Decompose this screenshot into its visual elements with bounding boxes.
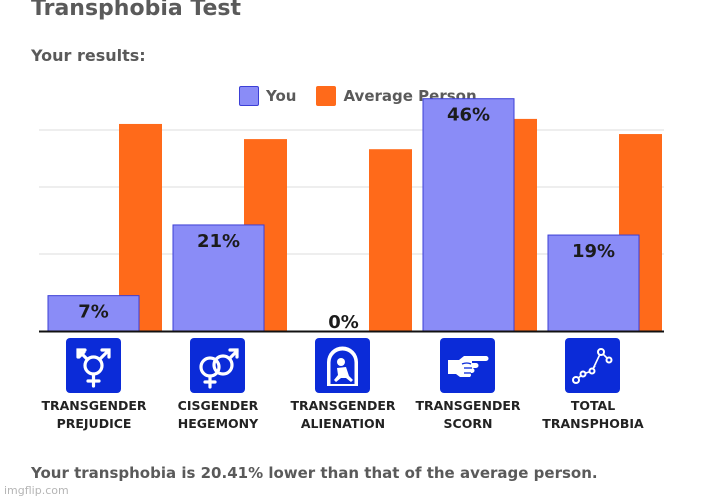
bar-you bbox=[547, 234, 640, 332]
transgender-symbol-icon bbox=[66, 338, 121, 393]
bar-value-label: 21% bbox=[197, 231, 240, 252]
category-label-scorn: TRANSGENDER SCORN bbox=[415, 398, 521, 431]
legend-label-you: You bbox=[266, 87, 297, 105]
bar-value-label: 46% bbox=[447, 105, 490, 126]
gender-symbols-icon bbox=[190, 338, 245, 393]
watermark: imgflip.com bbox=[4, 484, 69, 497]
bar-chart: 7% 21% 0% 46% 19% bbox=[39, 98, 664, 333]
page-title: Transphobia Test bbox=[31, 0, 241, 21]
bar-you bbox=[422, 98, 515, 332]
bar-average bbox=[369, 149, 412, 331]
bar-value-label: 19% bbox=[572, 241, 615, 262]
bar-value-label: 7% bbox=[78, 302, 109, 323]
results-heading: Your results: bbox=[31, 46, 146, 65]
category-label-hegemony: CISGENDER HEGEMONY bbox=[177, 398, 259, 431]
summary-text: Your transphobia is 20.41% lower than th… bbox=[31, 464, 598, 482]
category-label-prejudice: TRANSGENDER PREJUDICE bbox=[41, 398, 147, 431]
alienation-figure-icon bbox=[315, 338, 370, 393]
category-label-alienation: TRANSGENDER ALIENATION bbox=[290, 398, 396, 431]
category-label-total: TOTAL TRANSPHOBIA bbox=[542, 398, 644, 431]
constellation-icon bbox=[565, 338, 620, 393]
legend-item-you: You bbox=[239, 86, 296, 106]
bar-value-label: 0% bbox=[328, 312, 359, 333]
pointing-hand-icon bbox=[440, 338, 495, 393]
legend-swatch-average bbox=[316, 86, 337, 106]
legend-swatch-you bbox=[239, 86, 259, 106]
